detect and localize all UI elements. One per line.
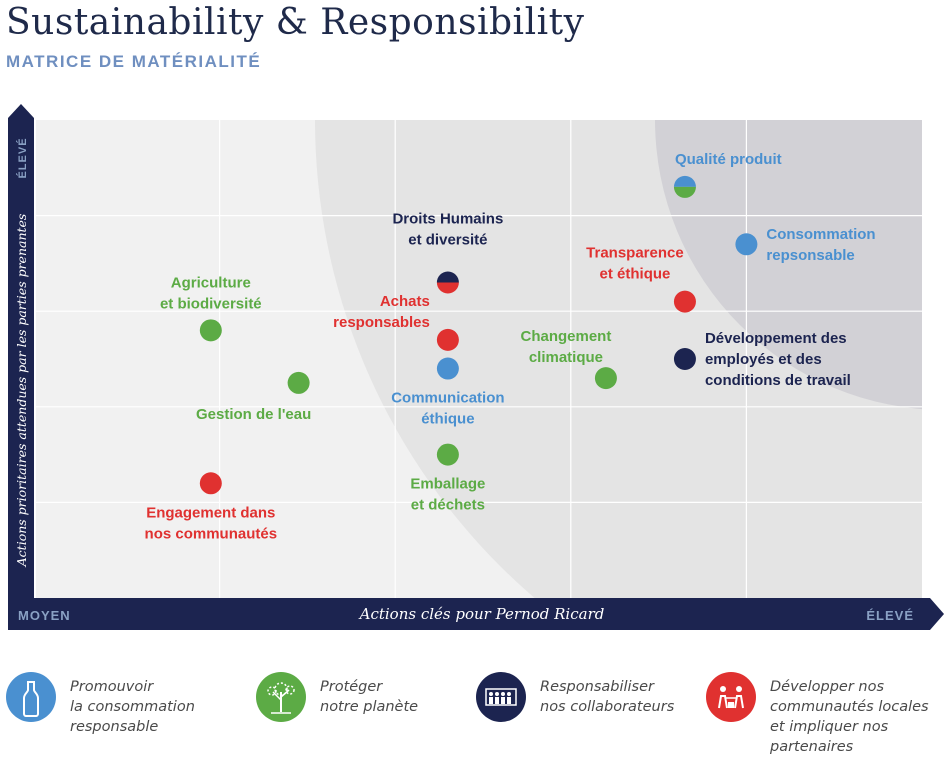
data-point — [436, 328, 459, 351]
legend-text-line: communautés locales — [770, 699, 929, 715]
chart-subtitle: MATRICE DE MATÉRIALITÉ — [6, 52, 262, 71]
data-point-label: et éthique — [600, 266, 671, 283]
tree-icon — [256, 672, 306, 722]
legend-text-line: la consommation — [70, 699, 195, 715]
data-point-label: conditions de travail — [705, 372, 851, 389]
data-point — [673, 348, 696, 370]
data-point-bottom-half — [673, 186, 696, 198]
people-group-icon — [476, 672, 526, 722]
legend-item-consumption: Promouvoir la consommation responsable — [6, 672, 195, 737]
legend-item-planet: Protéger notre planète — [256, 672, 418, 722]
data-points: Qualité produit Consommation repsonsable Dr… — [145, 151, 876, 542]
x-axis-bar — [8, 598, 930, 630]
legend-item-employees: Responsabiliser nos collaborateurs — [476, 672, 674, 722]
data-point — [199, 319, 222, 342]
legend-text-line: Développer nos — [770, 679, 885, 695]
data-point-label: responsables — [333, 314, 430, 331]
data-point-top-half — [436, 271, 459, 283]
community-icon — [706, 672, 756, 722]
legend-text-line: Responsabiliser — [540, 679, 654, 695]
data-point-label: et déchets — [411, 497, 485, 514]
data-point-label: et biodiversité — [160, 295, 262, 312]
y-axis-title: Actions prioritaires attendues par les p… — [14, 214, 29, 568]
legend-item-communities: Développer nos communautés locales et im… — [706, 672, 929, 757]
x-axis-arrow — [930, 598, 944, 630]
data-point-label: Consommation — [766, 226, 875, 243]
data-point-label: Qualité produit — [675, 151, 782, 168]
legend-text-line: notre planète — [320, 699, 419, 715]
data-point — [436, 443, 459, 466]
data-point — [287, 371, 310, 394]
data-point — [199, 472, 222, 495]
data-point-label: Engagement dans — [146, 504, 275, 521]
data-point-label: climatique — [529, 349, 603, 366]
data-point — [594, 367, 617, 390]
data-point-label: Communication — [391, 390, 504, 407]
data-point-label: Changement — [520, 328, 611, 345]
data-point-label: Agriculture — [171, 274, 251, 291]
legend-text-line: Protéger — [320, 679, 383, 695]
data-point — [735, 233, 758, 256]
data-point — [673, 290, 696, 313]
y-axis-high-label: ÉLEVÉ — [16, 137, 29, 178]
bottle-icon — [6, 672, 56, 722]
page-title: Sustainability & Responsibility — [6, 2, 585, 43]
materiality-matrix-chart: MOYEN Actions clés pour Pernod Ricard ÉL… — [8, 104, 944, 630]
data-point-label: Achats — [380, 293, 430, 310]
legend-text-line: Promouvoir — [70, 679, 154, 695]
grid-lines — [36, 120, 922, 598]
legend-text-line: partenaires — [770, 739, 854, 755]
data-point-label: repsonsable — [766, 247, 854, 264]
data-point-label: Droits Humains — [392, 211, 503, 228]
legend-text-line: responsable — [70, 719, 159, 735]
data-point-label: et diversité — [408, 232, 487, 249]
data-point-label: Développement des — [705, 330, 847, 347]
x-axis-title: Actions clés pour Pernod Ricard — [358, 605, 605, 623]
data-point-label: Transparence — [586, 245, 684, 262]
y-axis-arrow — [8, 104, 34, 118]
data-point-top-half — [673, 175, 696, 187]
legend-text-line: et impliquer nos — [770, 719, 889, 735]
data-point-label: employés et des — [705, 351, 822, 368]
data-point-label: nos communautés — [145, 525, 278, 542]
data-point-label: éthique — [421, 411, 474, 428]
data-point-bottom-half — [436, 282, 459, 294]
data-point-label: Gestion de l'eau — [196, 406, 311, 423]
inner-priority-zone — [655, 120, 922, 410]
data-point — [436, 357, 459, 380]
x-axis-high-label: ÉLEVÉ — [866, 608, 914, 623]
y-axis-bar — [8, 118, 34, 630]
data-point-label: Emballage — [410, 476, 485, 493]
legend-text-line: nos collaborateurs — [540, 699, 675, 715]
x-axis-low-label: MOYEN — [18, 608, 71, 623]
